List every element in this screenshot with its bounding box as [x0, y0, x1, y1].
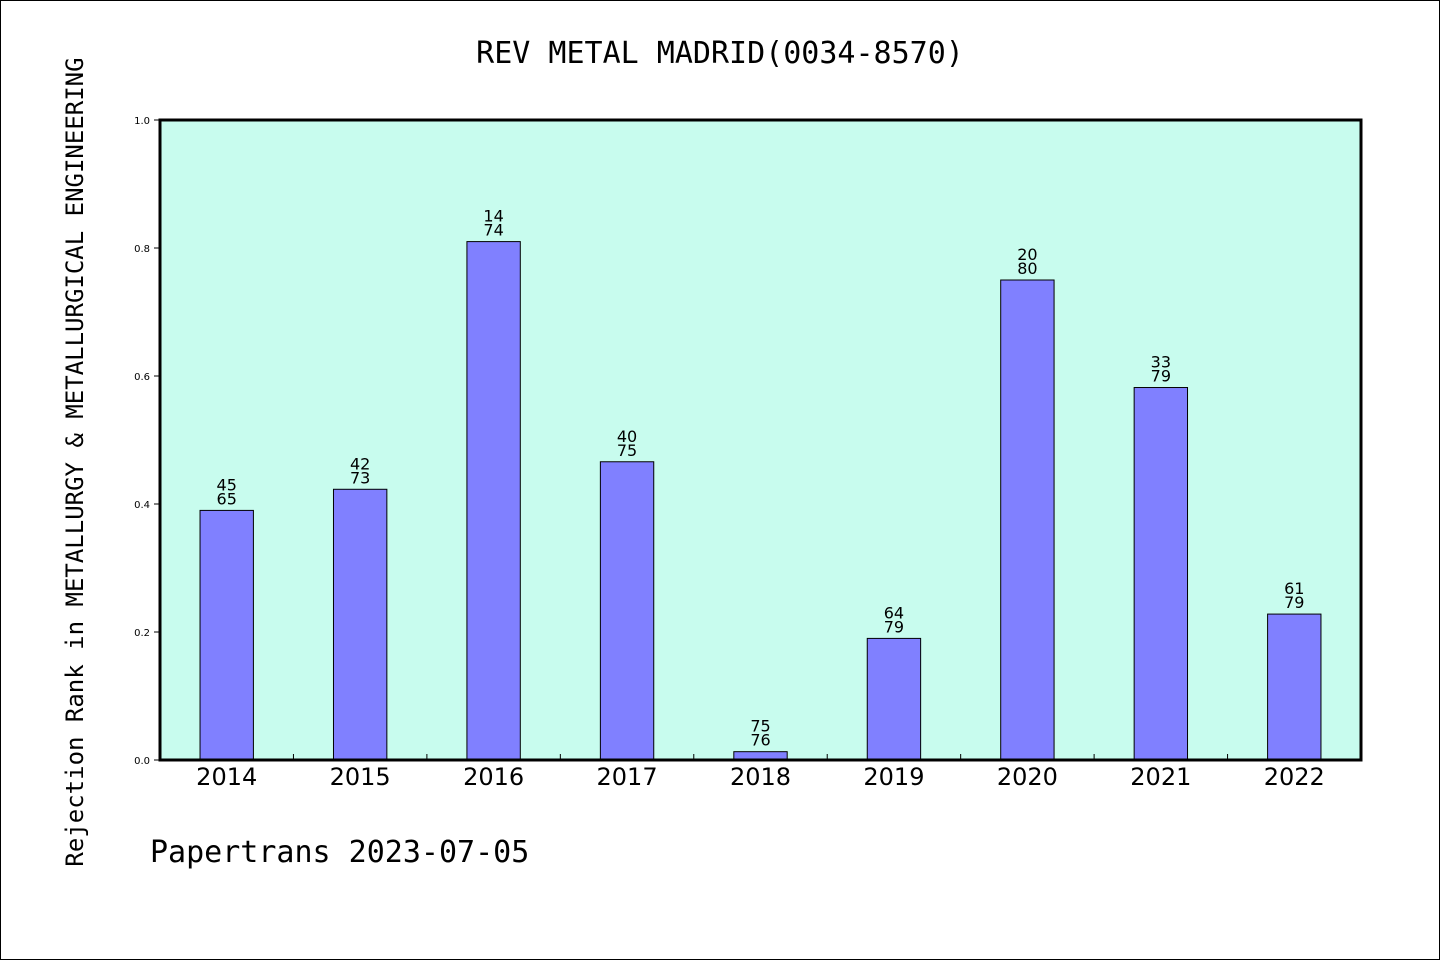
- data-label-total: 75: [617, 441, 637, 460]
- y-tick-label: 1.0: [134, 116, 150, 127]
- bar-2020: [1000, 279, 1055, 761]
- data-label-total: 73: [350, 468, 370, 487]
- data-label-total: 79: [884, 617, 904, 636]
- x-tick-label: 2019: [863, 763, 924, 791]
- data-label-total: 76: [750, 731, 770, 750]
- x-tick-label: 2018: [730, 763, 791, 791]
- chart-title: REV METAL MADRID(0034-8570): [476, 36, 964, 71]
- data-label-rank: 61: [1284, 579, 1304, 598]
- x-tick-label: 2014: [196, 763, 257, 791]
- bar-2019: [866, 637, 922, 761]
- x-tick-label: 2021: [1130, 763, 1191, 791]
- plot-border: [158, 118, 1363, 762]
- y-tick-label: 0.2: [134, 628, 150, 639]
- bar-2017: [599, 461, 655, 761]
- y-tick-label: 0.8: [134, 244, 150, 255]
- data-label-rank: 75: [750, 717, 770, 736]
- data-label-total: 74: [483, 221, 503, 240]
- bar-2021: [1133, 387, 1189, 761]
- data-label-total: 79: [1284, 593, 1304, 612]
- y-tick-label: 0.6: [134, 372, 150, 383]
- y-tick-label: 0.4: [134, 500, 150, 511]
- x-tick-label: 2020: [997, 763, 1058, 791]
- data-label-total: 65: [217, 489, 237, 508]
- data-label-rank: 45: [217, 475, 237, 494]
- bar-2016: [466, 241, 521, 761]
- bars: [199, 241, 1322, 761]
- data-label-rank: 64: [884, 603, 904, 622]
- data-label-rank: 42: [350, 454, 370, 473]
- bar-2015: [332, 488, 388, 761]
- x-tick-label: 2016: [463, 763, 524, 791]
- x-axis-labels: 2014 2015 2016 2017 2018 2019 2020 2021 2022: [196, 754, 1325, 791]
- data-label-total: 80: [1017, 259, 1037, 278]
- x-tick-label: 2015: [330, 763, 391, 791]
- y-axis-ticks: 0.0 0.2 0.4 0.6 0.8 1.0: [134, 116, 160, 767]
- bar-2014: [199, 509, 254, 761]
- bar-2022: [1267, 613, 1322, 761]
- x-tick-label: 2017: [597, 763, 658, 791]
- y-tick-label: 0.0: [134, 756, 150, 767]
- data-label-rank: 40: [617, 427, 637, 446]
- x-tick-label: 2022: [1264, 763, 1325, 791]
- data-label-rank: 33: [1151, 353, 1171, 372]
- data-label-rank: 14: [483, 207, 503, 226]
- footer-text: Papertrans 2023-07-05: [150, 835, 530, 870]
- data-label-total: 79: [1151, 367, 1171, 386]
- data-label-rank: 20: [1017, 245, 1037, 264]
